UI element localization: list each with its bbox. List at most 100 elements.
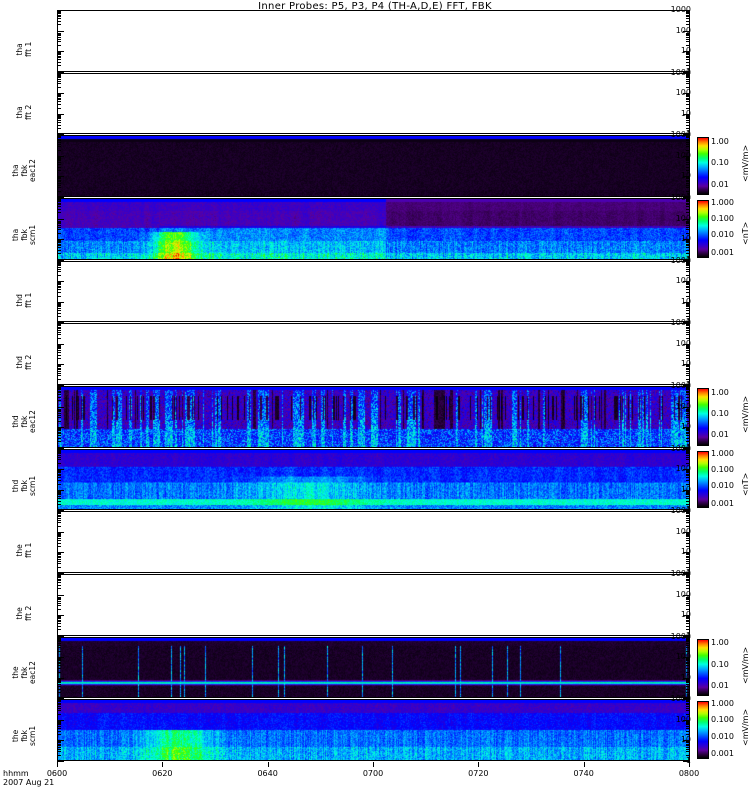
y-tick-minor: [57, 734, 61, 735]
panel-tha-fbk-eac12[interactable]: [57, 135, 690, 197]
panel-label-line: fft 2: [23, 605, 33, 621]
panel-thd-fft-1[interactable]: [57, 260, 690, 323]
y-tick-minor: [57, 53, 61, 54]
colorbar-thd-fbk-eac12[interactable]: [697, 388, 709, 446]
y-tick-minor: [686, 306, 690, 307]
panel-tha-fft-2[interactable]: [57, 72, 690, 135]
y-tick-minor: [686, 373, 690, 374]
y-tick-minor: [686, 125, 690, 126]
colorbar-the-fbk-scm1[interactable]: [697, 701, 709, 759]
y-tick-minor: [686, 244, 690, 245]
y-tick-major: [683, 10, 690, 11]
y-tick-minor: [686, 94, 690, 95]
y-tick-minor: [57, 330, 61, 331]
y-tick-minor: [57, 496, 61, 497]
y-tick-minor: [57, 164, 61, 165]
y-tick-minor: [686, 120, 690, 121]
y-tick-minor: [686, 640, 690, 641]
y-tick-minor: [57, 199, 61, 200]
panel-tha-fft-1[interactable]: [57, 10, 690, 72]
y-tick-minor: [686, 413, 690, 414]
y-tick-major: [683, 72, 690, 73]
y-tick-label: 1: [685, 630, 691, 640]
y-tick-major: [57, 720, 64, 721]
y-tick-minor: [57, 626, 61, 627]
y-tick-minor: [57, 668, 61, 669]
colorbar-tick-label: 0.001: [711, 749, 734, 759]
y-tick-minor: [57, 305, 61, 306]
y-tick-minor: [57, 682, 61, 683]
y-tick-minor: [57, 491, 61, 492]
y-tick-major: [683, 427, 690, 428]
y-tick-minor: [686, 305, 690, 306]
y-tick-minor: [686, 21, 690, 22]
y-tick-minor: [57, 686, 61, 687]
y-tick-minor: [686, 400, 690, 401]
y-tick-minor: [57, 183, 61, 184]
y-tick-minor: [57, 577, 61, 578]
y-tick-major: [683, 198, 690, 199]
y-tick-minor: [57, 692, 61, 693]
y-tick-minor: [57, 157, 61, 158]
panel-label-line: eac12: [28, 660, 37, 684]
panel-the-fbk-eac12[interactable]: [57, 636, 690, 699]
y-tick-minor: [57, 629, 61, 630]
y-tick-minor: [686, 253, 690, 254]
y-tick-minor: [57, 534, 61, 535]
y-tick-minor: [686, 433, 690, 434]
y-tick-minor: [686, 493, 690, 494]
y-tick-minor: [686, 240, 690, 241]
y-tick-minor: [686, 287, 690, 288]
y-tick-minor: [686, 104, 690, 105]
panel-the-fft-1[interactable]: [57, 511, 690, 573]
colorbar-the-fbk-eac12[interactable]: [697, 638, 709, 697]
y-tick-major: [683, 135, 690, 136]
y-tick-minor: [686, 554, 690, 555]
y-tick-minor: [686, 430, 690, 431]
y-tick-minor: [686, 394, 690, 395]
y-tick-minor: [686, 605, 690, 606]
colorbar-tha-fbk-scm1[interactable]: [697, 200, 709, 258]
panel-the-fft-2[interactable]: [57, 574, 690, 636]
panel-thd-fbk-scm1[interactable]: [57, 448, 690, 511]
panel-label-line: eac12: [28, 409, 37, 433]
y-tick-minor: [686, 704, 690, 705]
y-tick-minor: [57, 41, 61, 42]
panel-tha-fbk-scm1[interactable]: [57, 198, 690, 260]
y-tick-major: [57, 636, 64, 637]
y-tick-minor: [686, 708, 690, 709]
y-tick-major: [57, 344, 64, 345]
y-tick-minor: [57, 45, 61, 46]
y-tick-major: [57, 761, 64, 762]
y-tick-minor: [57, 83, 61, 84]
panel-thd-fft-2[interactable]: [57, 323, 690, 385]
y-tick-minor: [57, 553, 61, 554]
y-tick-minor: [57, 284, 61, 285]
colorbar-thd-fbk-scm1[interactable]: [697, 450, 709, 509]
y-tick-minor: [686, 33, 690, 34]
y-tick-minor: [686, 410, 690, 411]
y-tick-minor: [686, 477, 690, 478]
y-tick-minor: [57, 435, 61, 436]
y-tick-minor: [686, 609, 690, 610]
y-tick-minor: [57, 54, 61, 55]
y-tick-minor: [57, 94, 61, 95]
y-tick-minor: [686, 682, 690, 683]
colorbar-tha-fbk-eac12[interactable]: [697, 137, 709, 195]
y-tick-minor: [57, 15, 61, 16]
y-tick-minor: [57, 659, 61, 660]
y-tick-minor: [686, 177, 690, 178]
y-tick-minor: [686, 324, 690, 325]
y-tick-major: [57, 364, 64, 365]
y-tick-minor: [57, 745, 61, 746]
panel-thd-fbk-eac12[interactable]: [57, 386, 690, 448]
y-tick-major: [57, 10, 64, 11]
y-tick-minor: [57, 704, 61, 705]
y-tick-minor: [57, 21, 61, 22]
panel-the-fbk-scm1[interactable]: [57, 699, 690, 761]
y-tick-label: 1: [685, 254, 691, 264]
y-tick-minor: [57, 662, 61, 663]
y-tick-minor: [57, 582, 61, 583]
y-tick-minor: [57, 579, 61, 580]
y-tick-major: [57, 198, 64, 199]
